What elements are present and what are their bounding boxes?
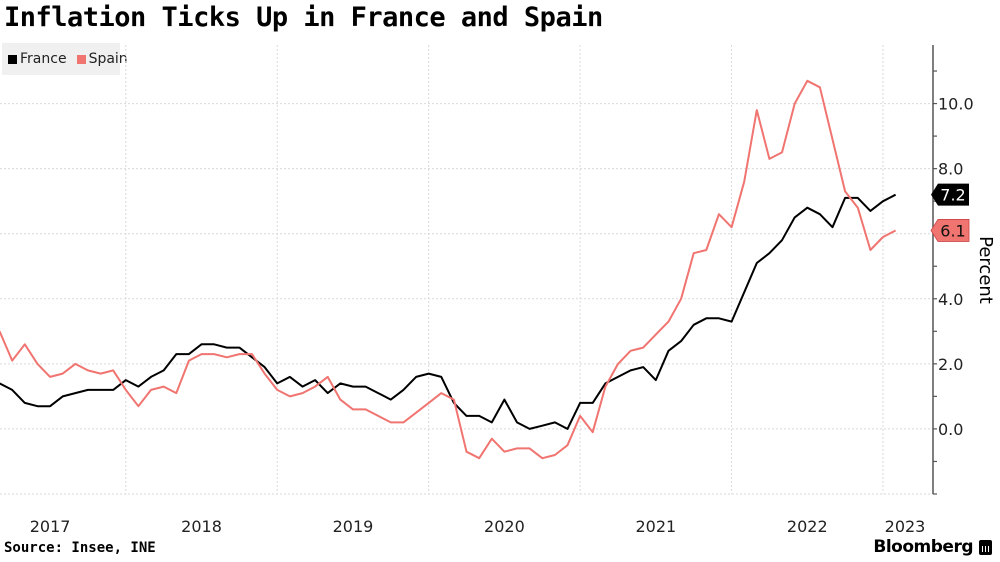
legend-item-spain: Spain	[76, 51, 128, 67]
last-value-tag-france	[931, 183, 969, 206]
bloomberg-logo-icon	[979, 539, 992, 555]
legend-item-france: France	[8, 51, 67, 67]
last-value-tag-spain	[930, 219, 970, 242]
y-tick-label: 2.0	[938, 355, 963, 374]
legend-swatch-france	[8, 54, 17, 64]
x-tick-label: 2017	[30, 517, 71, 536]
x-tick-label: 2018	[181, 517, 222, 536]
y-tick-label: 0.0	[938, 420, 963, 439]
y-axis-title: Percent	[975, 236, 996, 304]
chart-title: Inflation Ticks Up in France and Spain	[4, 2, 603, 33]
brand-name: Bloomberg	[873, 537, 973, 557]
series-line-spain	[0, 79, 897, 460]
brand: Bloomberg	[873, 537, 992, 557]
y-tick-label: 8.0	[938, 160, 963, 179]
gridlines	[0, 45, 933, 495]
x-tick-label: 2019	[333, 517, 374, 536]
legend-label-france: France	[20, 51, 67, 67]
legend: France Spain	[2, 43, 128, 75]
x-axis-labels: 2017 2018 2019 2020 2021 2022 2023	[30, 517, 926, 536]
series-lines	[0, 79, 897, 460]
y-tick-label: 10.0	[938, 95, 974, 114]
legend-label-spain: Spain	[88, 51, 128, 67]
x-tick-label: 2020	[484, 517, 525, 536]
x-tick-label: 2022	[787, 517, 828, 536]
last-value-label-france: 7.2	[940, 186, 965, 205]
source-note: Source: Insee, INE	[4, 540, 156, 556]
value-labels: 7.2 6.1	[930, 183, 970, 242]
last-value-label-spain: 6.1	[940, 221, 965, 240]
x-tick-label: 2021	[635, 517, 676, 536]
y-axis: 0.0 2.0 4.0 8.0 10.0	[932, 45, 974, 495]
y-tick-label: 4.0	[938, 290, 963, 309]
series-line-france	[0, 193, 897, 430]
legend-swatch-spain	[76, 54, 86, 64]
x-tick-label: 2023	[885, 517, 926, 536]
